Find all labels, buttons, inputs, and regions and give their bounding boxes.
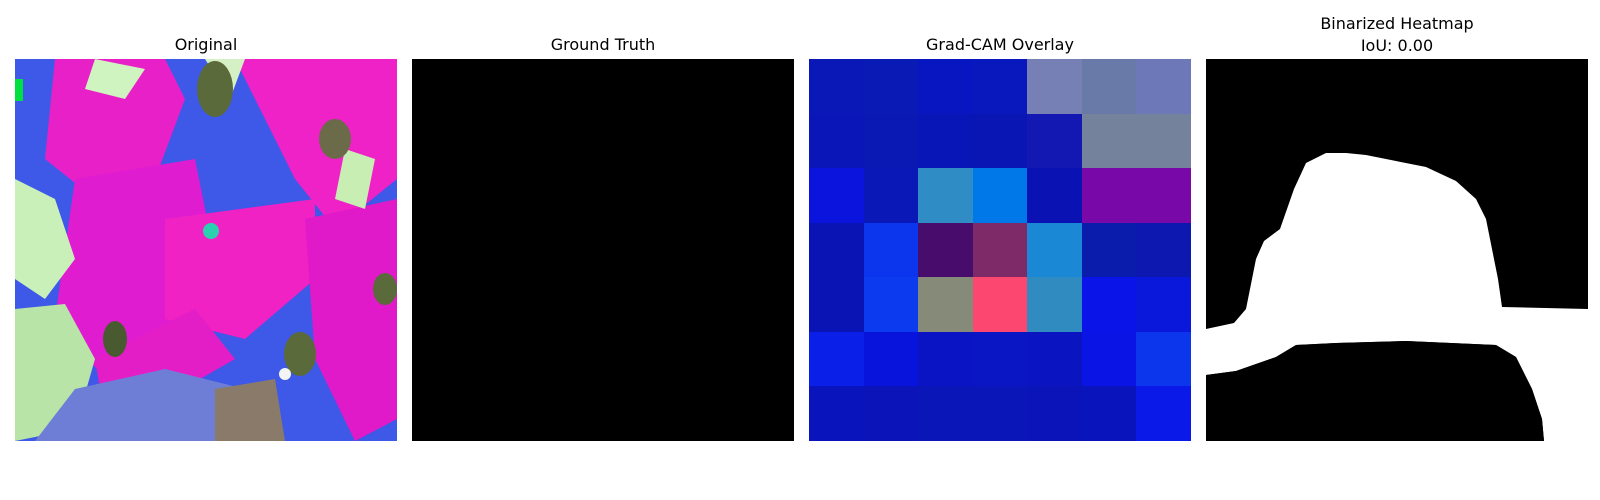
heatmap-cell bbox=[863, 277, 919, 332]
heatmap-cell bbox=[809, 277, 864, 332]
heatmap-cell bbox=[1027, 168, 1082, 223]
heatmap-cell bbox=[1081, 59, 1137, 114]
heatmap-cell bbox=[1027, 386, 1082, 441]
binarized-title: Binarized Heatmap IoU: 0.00 bbox=[1206, 13, 1588, 57]
heatmap-cell bbox=[809, 386, 864, 441]
heatmap-cell bbox=[972, 222, 1028, 278]
heatmap-cell bbox=[972, 113, 1028, 169]
heatmap-cell bbox=[1081, 386, 1137, 441]
heatmap-cell bbox=[1081, 222, 1137, 278]
binarized-heatmap bbox=[1206, 59, 1588, 441]
heatmap-cell bbox=[809, 222, 864, 278]
heatmap-cell bbox=[918, 59, 973, 114]
heatmap-cell bbox=[863, 168, 919, 223]
heatmap-cell bbox=[1136, 222, 1191, 278]
heatmap-cell bbox=[1136, 277, 1191, 332]
original-title: Original bbox=[174, 35, 238, 54]
heatmap-cell bbox=[918, 113, 973, 169]
heatmap-cell bbox=[1136, 331, 1191, 387]
heatmap-cell bbox=[918, 168, 973, 223]
heatmap-cell bbox=[809, 331, 864, 387]
heatmap-cell bbox=[863, 386, 919, 441]
heatmap-cell bbox=[863, 222, 919, 278]
ground-truth-mask bbox=[412, 59, 794, 441]
heatmap-cell bbox=[972, 168, 1028, 223]
heatmap-cell bbox=[1081, 331, 1137, 387]
heatmap-cell bbox=[863, 59, 919, 114]
heatmap-cell bbox=[1027, 331, 1082, 387]
heatmap-cell bbox=[1027, 222, 1082, 278]
heatmap-cell bbox=[809, 168, 864, 223]
heatmap-cell bbox=[972, 386, 1028, 441]
heatmap-cell bbox=[918, 222, 973, 278]
heatmap-cell bbox=[863, 331, 919, 387]
heatmap-cell bbox=[1081, 113, 1137, 169]
heatmap-cell bbox=[972, 59, 1028, 114]
gradcam-overlay bbox=[809, 59, 1191, 441]
heatmap-cell bbox=[863, 113, 919, 169]
heatmap-cell bbox=[1136, 113, 1191, 169]
iou-label: IoU: 0.00 bbox=[1360, 36, 1434, 55]
heatmap-cell bbox=[809, 113, 864, 169]
heatmap-cell bbox=[1081, 277, 1137, 332]
heatmap-cell bbox=[918, 386, 973, 441]
gradcam-title: Grad-CAM Overlay bbox=[926, 35, 1074, 54]
heatmap-cell bbox=[972, 277, 1028, 332]
original-image bbox=[15, 59, 397, 441]
heatmap-cell bbox=[1136, 59, 1191, 114]
heatmap-cell bbox=[1136, 168, 1191, 223]
ground-truth-title: Ground Truth bbox=[550, 35, 656, 54]
heatmap-cell bbox=[1136, 386, 1191, 441]
heatmap-cell bbox=[1027, 59, 1082, 114]
heatmap-cell bbox=[918, 331, 973, 387]
heatmap-cell bbox=[1027, 113, 1082, 169]
heatmap-cell bbox=[1081, 168, 1137, 223]
heatmap-cell bbox=[918, 277, 973, 332]
binarized-title-line1: Binarized Heatmap bbox=[1320, 14, 1474, 33]
heatmap-cell bbox=[809, 59, 864, 114]
heatmap-cell bbox=[1027, 277, 1082, 332]
heatmap-cell bbox=[972, 331, 1028, 387]
